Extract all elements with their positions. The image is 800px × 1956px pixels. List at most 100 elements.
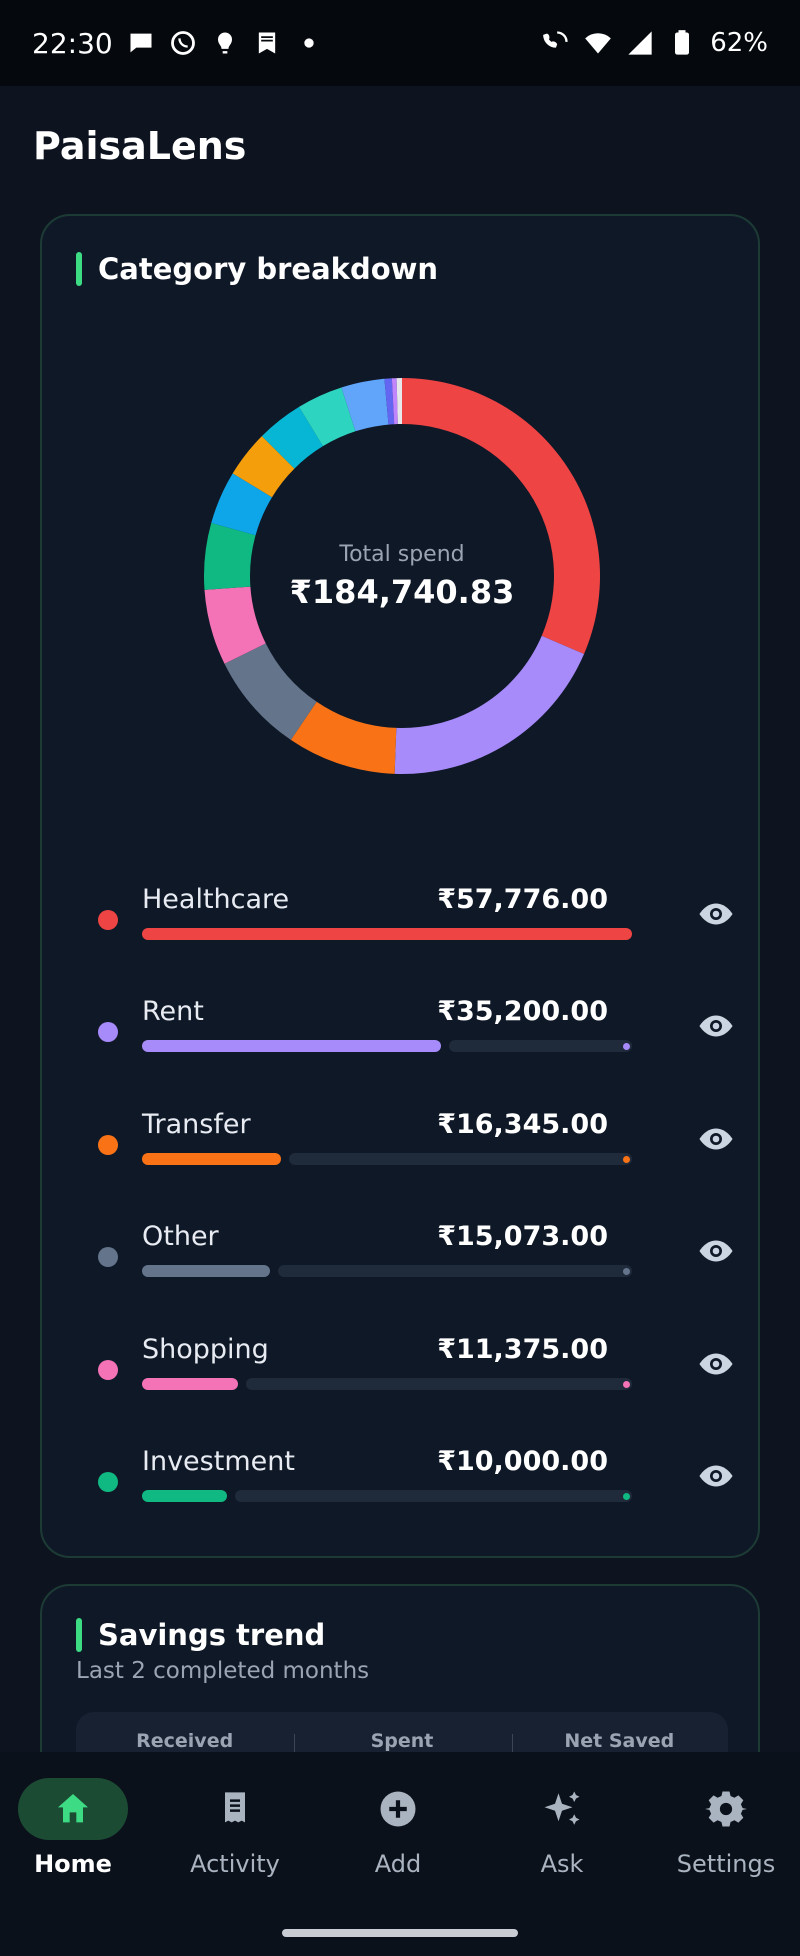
progress-fill	[142, 1153, 281, 1165]
progress-rest	[235, 1490, 632, 1502]
signal-icon	[628, 31, 652, 55]
category-row-other[interactable]: Other ₹15,073.00	[98, 1221, 738, 1291]
donut-chart[interactable]: Total spend ₹184,740.83	[202, 376, 602, 776]
progress-rest	[246, 1378, 632, 1390]
donut-segment[interactable]	[391, 378, 398, 425]
eye-icon[interactable]	[698, 1008, 734, 1044]
bookmark-icon	[258, 32, 275, 54]
donut-segment[interactable]	[394, 635, 585, 774]
dot-icon	[304, 38, 314, 48]
progress-fill	[142, 1265, 270, 1277]
category-color-dot	[98, 1247, 118, 1267]
progress-rest	[278, 1265, 632, 1277]
category-row-healthcare[interactable]: Healthcare ₹57,776.00	[98, 884, 738, 954]
status-bar: 22:30 62%	[0, 0, 800, 86]
category-name: Other	[142, 1221, 219, 1252]
eye-icon[interactable]	[698, 1346, 734, 1382]
progress-rest	[289, 1153, 632, 1165]
battery-icon	[675, 30, 690, 55]
card-header: Category breakdown	[76, 252, 438, 286]
nav-settings[interactable]: Settings	[651, 1778, 800, 1878]
app-title: PaisaLens	[33, 124, 247, 168]
header-spent: Spent	[294, 1730, 509, 1752]
category-color-dot	[98, 1135, 118, 1155]
nav-label: Activity	[190, 1850, 280, 1878]
bottom-navigation: Home Activity Add Ask Settings	[0, 1752, 800, 1956]
eye-icon[interactable]	[698, 1233, 734, 1269]
gear-icon	[705, 1791, 747, 1827]
donut-segment[interactable]	[290, 701, 397, 774]
donut-segment[interactable]	[384, 378, 395, 425]
total-spend-value: ₹184,740.83	[289, 572, 515, 611]
accent-bar	[76, 252, 82, 286]
donut-segment[interactable]	[396, 378, 402, 425]
category-progress	[142, 928, 632, 940]
progress-end-dot	[623, 1156, 630, 1163]
category-name: Shopping	[142, 1334, 269, 1365]
category-row-rent[interactable]: Rent ₹35,200.00	[98, 996, 738, 1066]
nav-label: Home	[34, 1850, 112, 1878]
home-indicator	[282, 1929, 518, 1937]
home-icon	[58, 1794, 88, 1823]
eye-icon[interactable]	[698, 896, 734, 932]
category-row-investment[interactable]: Investment ₹10,000.00	[98, 1446, 738, 1516]
category-color-dot	[98, 1360, 118, 1380]
donut-segment[interactable]	[224, 643, 317, 740]
donut-segment[interactable]	[341, 378, 389, 432]
savings-table-headers: Received Spent Net Saved	[76, 1712, 728, 1752]
category-progress	[142, 1040, 632, 1052]
category-row-shopping[interactable]: Shopping ₹11,375.00	[98, 1334, 738, 1404]
category-name: Rent	[142, 996, 204, 1027]
nav-pill	[18, 1778, 128, 1840]
card-title: Savings trend	[98, 1618, 326, 1652]
donut-center: Total spend ₹184,740.83	[202, 376, 602, 776]
category-color-dot	[98, 1022, 118, 1042]
progress-end-dot	[623, 1268, 630, 1275]
progress-fill	[142, 1490, 227, 1502]
progress-fill	[142, 928, 632, 940]
donut-label: Total spend	[339, 541, 465, 567]
eye-icon[interactable]	[698, 1121, 734, 1157]
category-amount: ₹10,000.00	[437, 1446, 608, 1477]
donut-segment[interactable]	[232, 436, 295, 498]
status-time: 22:30	[32, 26, 113, 60]
donut-svg	[204, 378, 600, 774]
category-amount: ₹15,073.00	[437, 1221, 608, 1252]
category-breakdown-card: Category breakdown Total spend ₹184,740.…	[40, 214, 760, 1558]
donut-segment[interactable]	[204, 586, 266, 664]
category-row-transfer[interactable]: Transfer ₹16,345.00	[98, 1109, 738, 1179]
nav-home[interactable]: Home	[0, 1778, 148, 1878]
progress-end-dot	[623, 1381, 630, 1388]
add-circle-icon	[380, 1791, 416, 1827]
wifi-icon	[585, 33, 612, 54]
nav-label: Settings	[676, 1850, 776, 1878]
battery-percent: 62%	[710, 28, 768, 58]
category-name: Investment	[142, 1446, 295, 1477]
nav-ask[interactable]: Ask	[487, 1778, 637, 1878]
nav-pill	[180, 1778, 290, 1840]
progress-fill	[142, 1378, 238, 1390]
nav-label: Add	[374, 1850, 422, 1878]
donut-segment[interactable]	[211, 473, 273, 536]
donut-segment[interactable]	[261, 406, 323, 469]
nav-label: Ask	[540, 1850, 584, 1878]
header-received: Received	[136, 1730, 234, 1752]
donut-segment[interactable]	[204, 522, 256, 590]
nav-pill	[343, 1778, 453, 1840]
eye-icon[interactable]	[698, 1458, 734, 1494]
accent-bar	[76, 1618, 82, 1652]
category-color-dot	[98, 910, 118, 930]
progress-fill	[142, 1040, 441, 1052]
nav-activity[interactable]: Activity	[160, 1778, 310, 1878]
receipt-icon	[225, 1792, 245, 1823]
category-progress	[142, 1490, 632, 1502]
nav-add[interactable]: Add	[323, 1778, 473, 1878]
progress-end-dot	[623, 1493, 630, 1500]
category-amount: ₹57,776.00	[437, 884, 608, 915]
donut-segment[interactable]	[402, 378, 600, 654]
donut-segment[interactable]	[299, 387, 356, 447]
nav-pill	[507, 1778, 617, 1840]
category-progress	[142, 1265, 632, 1277]
progress-rest	[449, 1040, 632, 1052]
category-amount: ₹11,375.00	[437, 1334, 608, 1365]
